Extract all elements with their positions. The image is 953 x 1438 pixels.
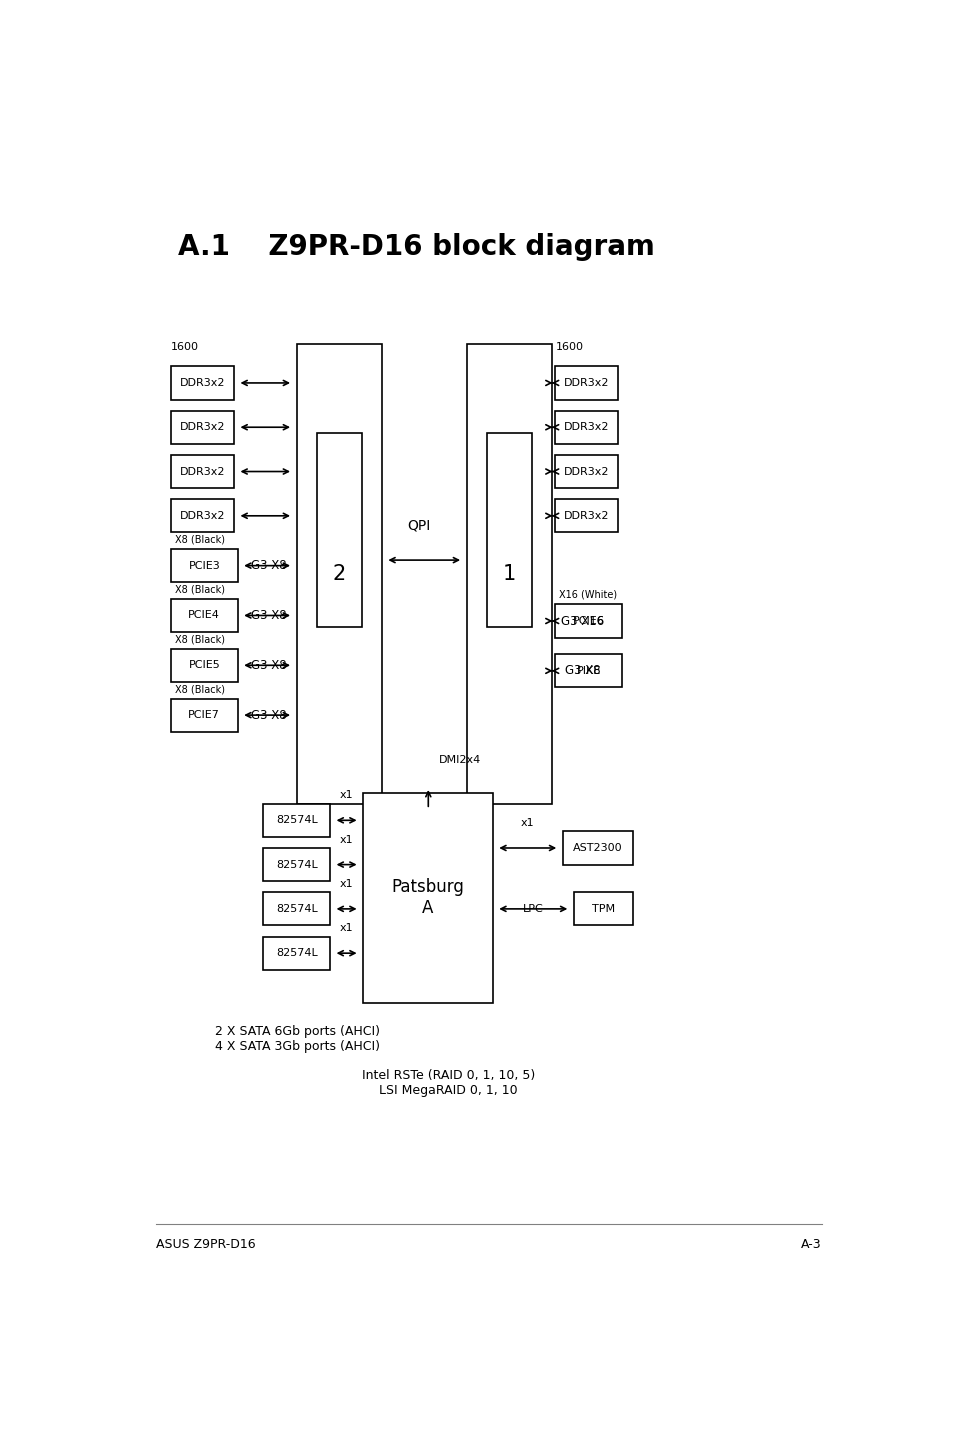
FancyBboxPatch shape xyxy=(263,936,330,969)
Text: ASUS Z9PR-D16: ASUS Z9PR-D16 xyxy=(156,1238,255,1251)
Text: x1: x1 xyxy=(339,879,353,889)
FancyBboxPatch shape xyxy=(562,831,633,864)
Text: x1: x1 xyxy=(339,923,353,933)
Text: G3 X16: G3 X16 xyxy=(560,614,604,627)
Text: G3 X8: G3 X8 xyxy=(251,559,286,572)
Text: 2: 2 xyxy=(333,564,346,584)
Text: G3 X8: G3 X8 xyxy=(251,659,286,672)
FancyBboxPatch shape xyxy=(263,892,330,926)
Text: X16 (White): X16 (White) xyxy=(558,590,617,600)
Text: 82574L: 82574L xyxy=(275,815,317,825)
Text: Patsburg
A: Patsburg A xyxy=(391,879,464,917)
Text: TPM: TPM xyxy=(592,905,615,915)
FancyBboxPatch shape xyxy=(555,604,621,637)
FancyBboxPatch shape xyxy=(574,892,633,926)
Text: DDR3x2: DDR3x2 xyxy=(179,378,225,388)
Text: A.1    Z9PR-D16 block diagram: A.1 Z9PR-D16 block diagram xyxy=(178,233,655,262)
Text: 82574L: 82574L xyxy=(275,948,317,958)
FancyBboxPatch shape xyxy=(317,433,361,627)
FancyBboxPatch shape xyxy=(296,344,381,804)
Text: X8 (Black): X8 (Black) xyxy=(174,535,225,545)
Text: PCIE6: PCIE6 xyxy=(572,615,604,626)
FancyBboxPatch shape xyxy=(487,433,531,627)
Text: x1: x1 xyxy=(339,834,353,844)
FancyBboxPatch shape xyxy=(171,454,233,487)
Text: DDR3x2: DDR3x2 xyxy=(563,378,609,388)
Text: X8 (Black): X8 (Black) xyxy=(174,684,225,695)
Text: QPI: QPI xyxy=(407,519,430,532)
Text: PIKE: PIKE xyxy=(576,666,600,676)
Text: G3 X8: G3 X8 xyxy=(251,608,286,623)
Text: DMI2x4: DMI2x4 xyxy=(438,755,480,765)
Text: Intel RSTe (RAID 0, 1, 10, 5)
LSI MegaRAID 0, 1, 10: Intel RSTe (RAID 0, 1, 10, 5) LSI MegaRA… xyxy=(361,1070,535,1097)
Text: x1: x1 xyxy=(520,818,534,828)
Text: X8 (Black): X8 (Black) xyxy=(174,584,225,594)
FancyBboxPatch shape xyxy=(171,699,237,732)
FancyBboxPatch shape xyxy=(555,654,621,687)
Text: PCIE3: PCIE3 xyxy=(188,561,220,571)
FancyBboxPatch shape xyxy=(555,454,618,487)
FancyBboxPatch shape xyxy=(555,411,618,444)
Text: X8 (Black): X8 (Black) xyxy=(174,634,225,644)
Text: AST2300: AST2300 xyxy=(573,843,622,853)
Text: A-3: A-3 xyxy=(801,1238,821,1251)
Text: x1: x1 xyxy=(339,791,353,801)
FancyBboxPatch shape xyxy=(171,411,233,444)
FancyBboxPatch shape xyxy=(263,848,330,881)
Text: 2 X SATA 6Gb ports (AHCI)
4 X SATA 3Gb ports (AHCI): 2 X SATA 6Gb ports (AHCI) 4 X SATA 3Gb p… xyxy=(215,1025,380,1053)
FancyBboxPatch shape xyxy=(466,344,551,804)
Text: PCIE4: PCIE4 xyxy=(188,611,220,620)
Text: 82574L: 82574L xyxy=(275,860,317,870)
FancyBboxPatch shape xyxy=(171,367,233,400)
Text: PCIE5: PCIE5 xyxy=(188,660,220,670)
Text: 82574L: 82574L xyxy=(275,905,317,915)
Text: DDR3x2: DDR3x2 xyxy=(179,423,225,433)
FancyBboxPatch shape xyxy=(171,598,237,633)
FancyBboxPatch shape xyxy=(555,367,618,400)
FancyBboxPatch shape xyxy=(171,499,233,532)
Text: PCIE7: PCIE7 xyxy=(188,710,220,720)
Text: 1600: 1600 xyxy=(171,342,199,352)
FancyBboxPatch shape xyxy=(171,649,237,682)
Text: LPC: LPC xyxy=(522,905,543,915)
Text: G3 X8: G3 X8 xyxy=(564,664,600,677)
Text: 1: 1 xyxy=(502,564,516,584)
FancyBboxPatch shape xyxy=(363,792,492,1004)
Text: DDR3x2: DDR3x2 xyxy=(563,423,609,433)
Text: DDR3x2: DDR3x2 xyxy=(179,510,225,521)
Text: DDR3x2: DDR3x2 xyxy=(179,466,225,476)
FancyBboxPatch shape xyxy=(263,804,330,837)
Text: G3 X8: G3 X8 xyxy=(251,709,286,722)
FancyBboxPatch shape xyxy=(171,549,237,582)
FancyBboxPatch shape xyxy=(555,499,618,532)
Text: DDR3x2: DDR3x2 xyxy=(563,466,609,476)
Text: DDR3x2: DDR3x2 xyxy=(563,510,609,521)
Text: 1600: 1600 xyxy=(555,342,583,352)
